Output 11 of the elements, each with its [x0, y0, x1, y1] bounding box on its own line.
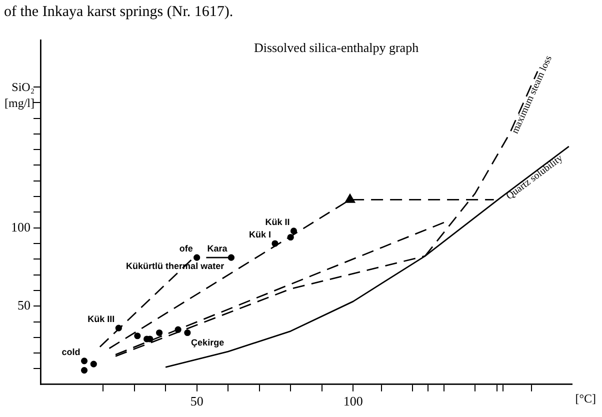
annotation: Çekirge: [191, 338, 224, 348]
annotation: cold: [62, 346, 80, 357]
annotation: Kük I: [248, 230, 271, 240]
text: of the Inkaya karst springs (Nr. 1617).: [4, 4, 234, 20]
y-axis-title: SiO₂ [mg/l]: [4, 80, 34, 110]
chart-title: Dissolved silica-enthalpy graph: [254, 40, 420, 55]
annotation: Kara: [207, 244, 228, 254]
annotation: Kük II: [265, 216, 290, 227]
annotation: Kük III: [88, 314, 115, 324]
annotation: ofe: [179, 244, 193, 254]
x-axis-title: [°C]: [575, 391, 596, 406]
